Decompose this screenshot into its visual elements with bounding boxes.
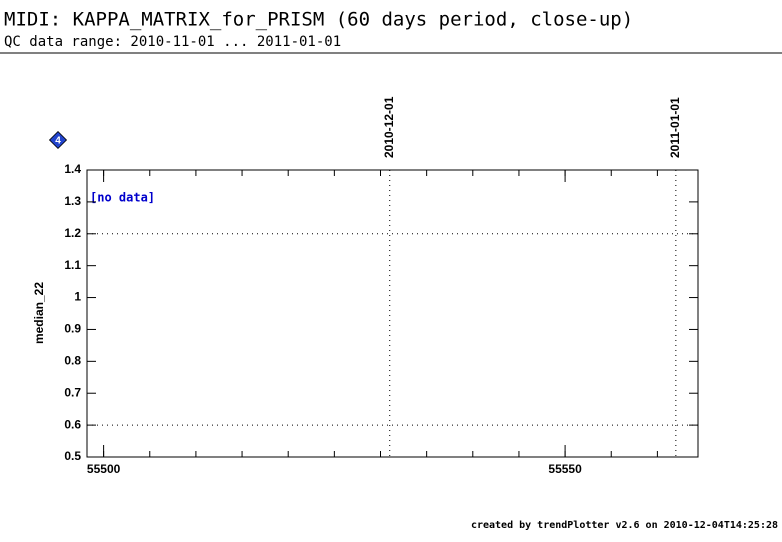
y-tick-label: 1.1 [64, 258, 81, 272]
annotation: [no data] [90, 191, 155, 205]
date-marker-label: 2010-12-01 [382, 96, 396, 158]
chart-title: MIDI: KAPPA_MATRIX_for_PRISM (60 days pe… [4, 9, 633, 31]
y-tick-label: 1.4 [64, 162, 81, 176]
date-marker-label: 2011-01-01 [668, 97, 682, 158]
y-axis-label: median_22 [32, 282, 46, 344]
y-tick-label: 1.2 [64, 226, 81, 240]
y-tick-label: 0.7 [64, 385, 81, 399]
y-tick-label: 0.9 [64, 322, 81, 336]
y-tick-label: 0.8 [64, 354, 81, 368]
y-tick-label: 0.5 [64, 449, 81, 463]
x-tick-label: 55550 [548, 462, 582, 476]
chart-subtitle: QC data range: 2010-11-01 ... 2011-01-01 [4, 34, 341, 50]
plot-frame [86, 169, 699, 458]
badge: 4 [48, 130, 68, 150]
footer: created by trendPlotter v2.6 on 2010-12-… [471, 520, 778, 531]
y-tick-label: 1.3 [64, 194, 81, 208]
y-tick-label: 1 [74, 290, 81, 304]
y-tick-label: 0.6 [64, 417, 81, 431]
x-tick-label: 55500 [87, 462, 121, 476]
badge-label: 4 [55, 136, 61, 147]
badge-icon [48, 130, 68, 150]
